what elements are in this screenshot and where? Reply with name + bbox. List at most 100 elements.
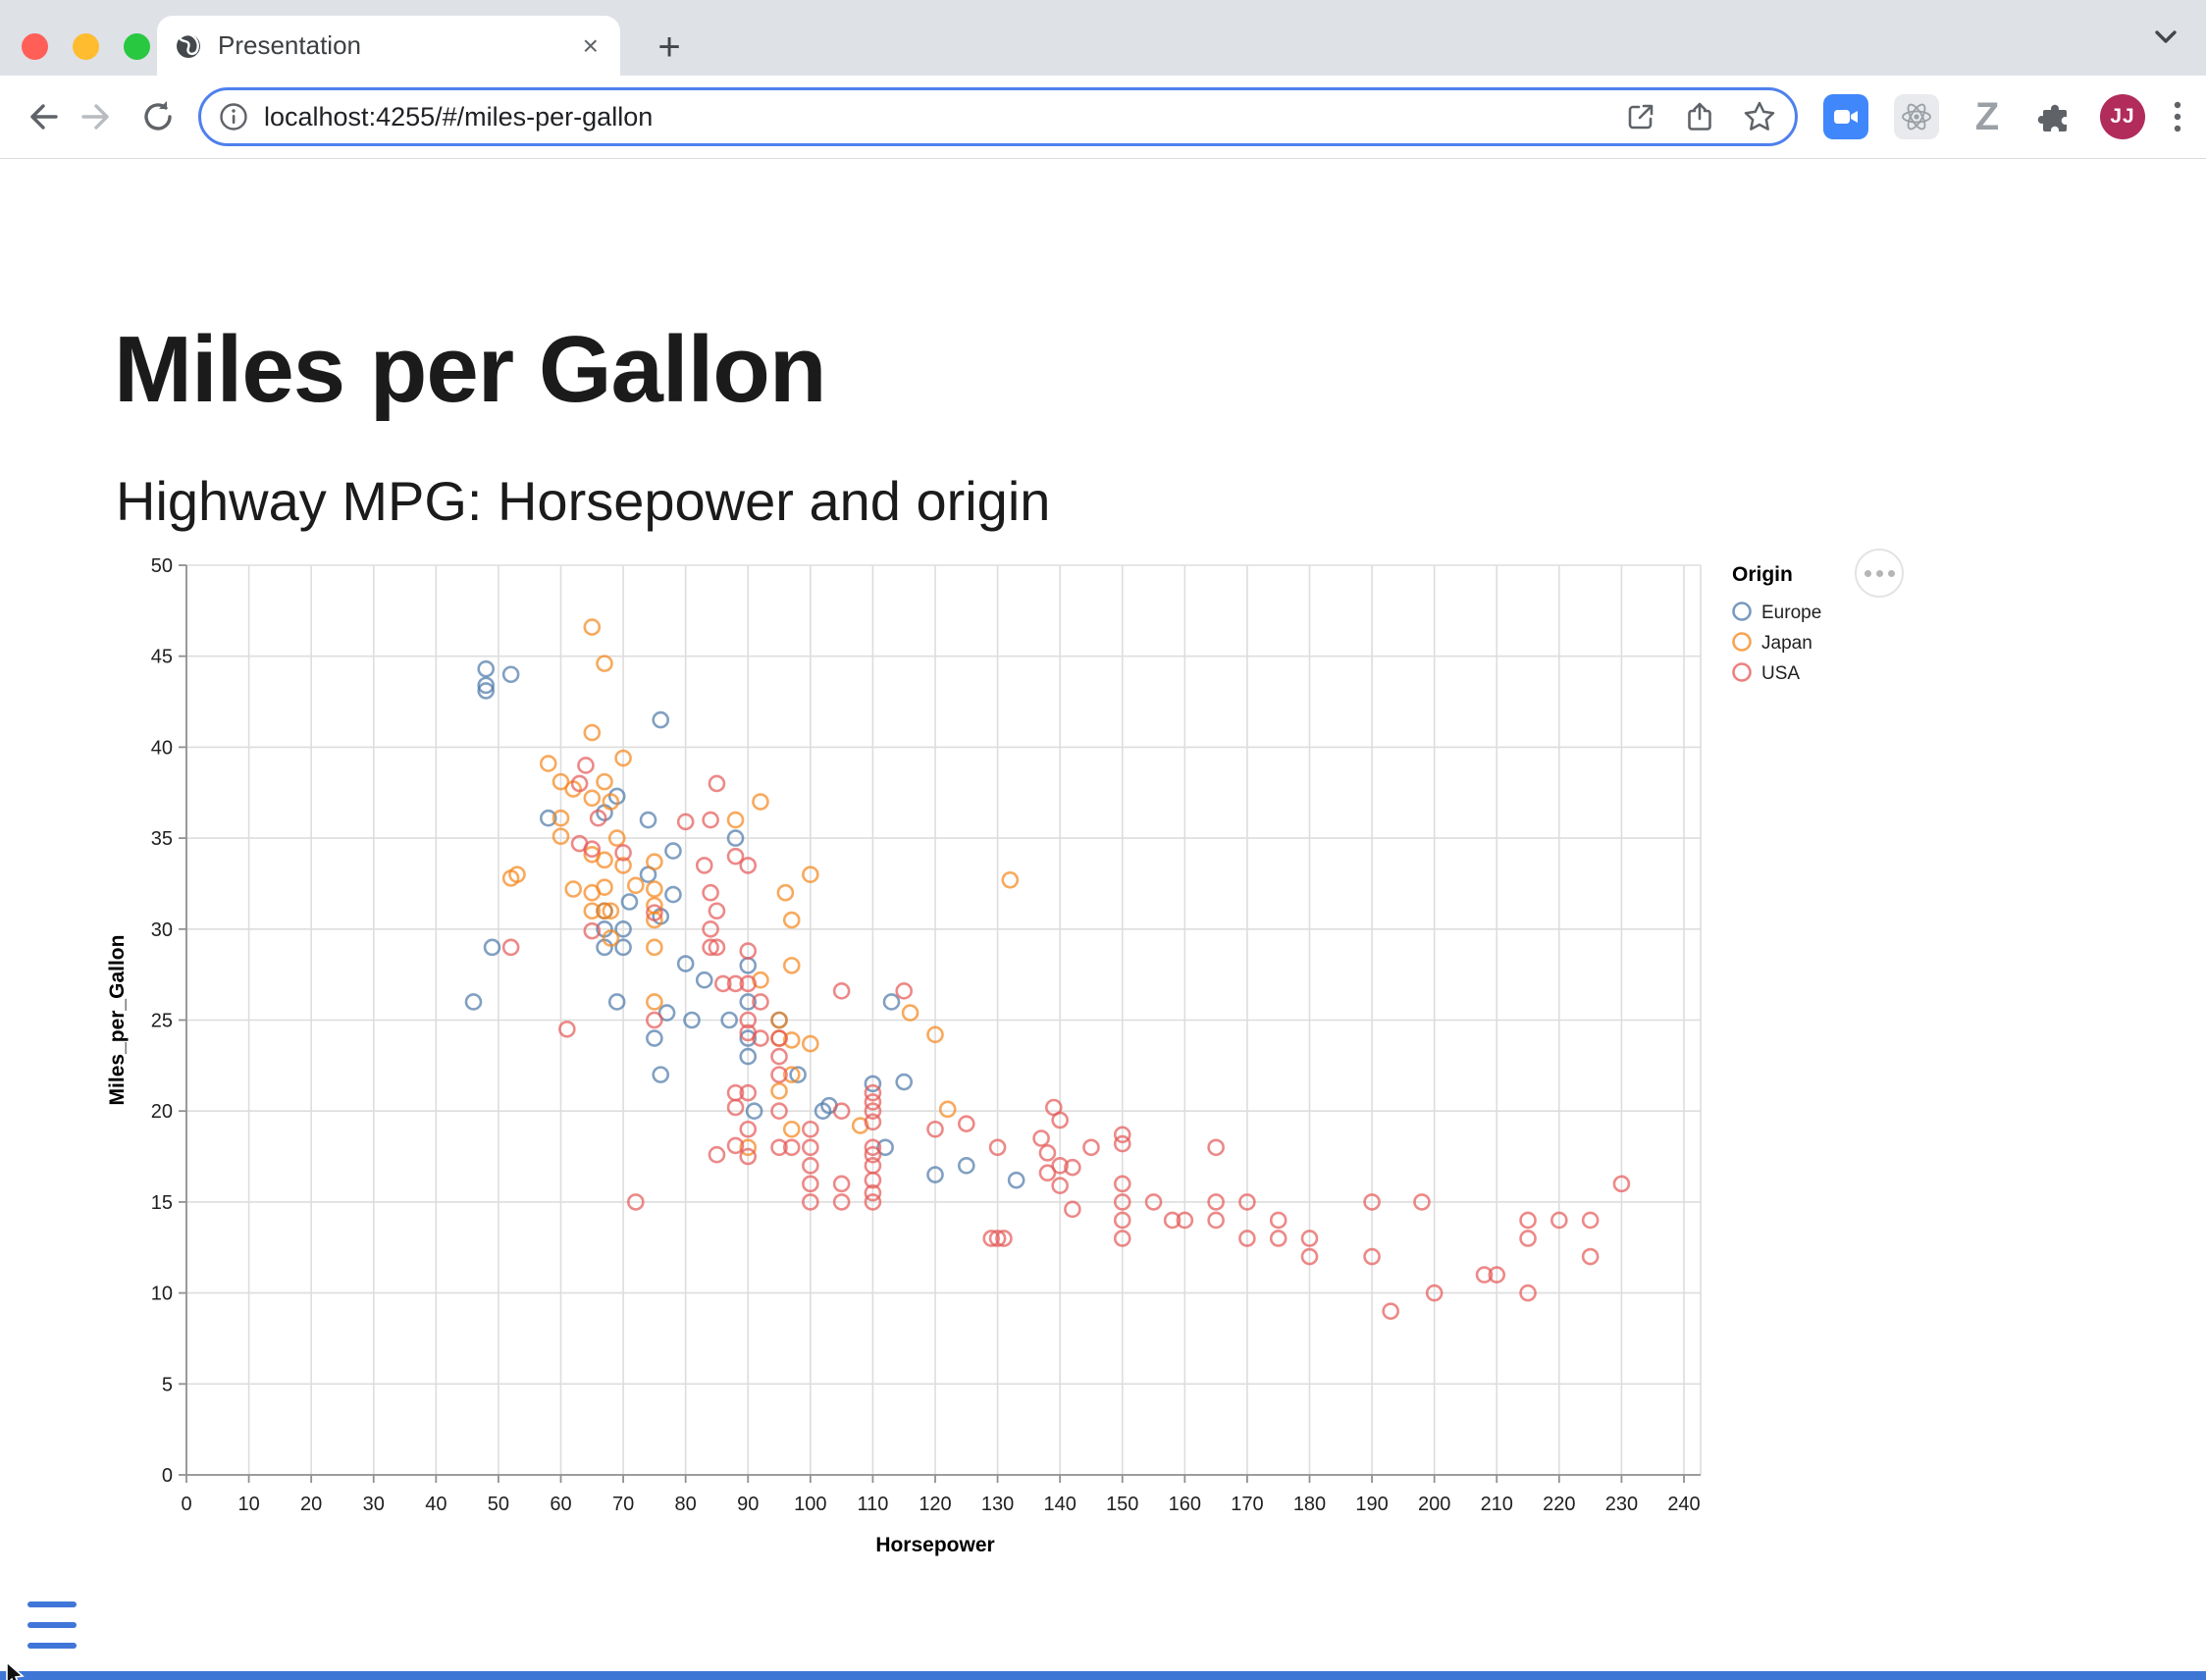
data-point-europe [739,993,758,1011]
x-tick-label: 190 [1355,1494,1388,1515]
data-point-usa [770,1066,788,1083]
data-point-europe [726,829,745,847]
data-point-europe [477,676,496,695]
share-icon[interactable] [1683,100,1716,133]
data-point-europe [1007,1171,1025,1189]
data-point-usa [1612,1175,1631,1193]
data-point-japan [614,749,632,767]
data-point-japan [552,827,570,846]
data-point-europe [646,1029,663,1047]
data-point-usa [1413,1193,1431,1211]
data-point-usa [770,1029,788,1047]
data-point-europe [882,993,901,1011]
data-point-usa [1238,1193,1256,1211]
globe-favicon-icon [177,32,200,58]
data-point-usa [957,1115,975,1132]
extensions-puzzle-icon[interactable] [2035,97,2075,136]
x-tick-label: 140 [1043,1494,1076,1515]
close-window-button[interactable] [22,33,48,60]
data-point-usa [988,1230,1007,1247]
data-point-usa [739,974,758,993]
data-point-europe [957,1157,975,1175]
data-point-usa [1082,1138,1100,1157]
z-extension-icon[interactable]: Z [1974,94,2000,138]
data-point-usa [864,1138,882,1157]
data-point-japan [726,811,745,829]
y-tick-label: 35 [151,828,173,850]
data-point-usa [1519,1284,1537,1302]
data-point-usa [832,982,851,1000]
data-point-usa [1038,1164,1057,1182]
data-point-japan [596,772,613,791]
data-point-usa [1488,1266,1506,1284]
y-tick-label: 5 [162,1374,173,1395]
data-point-usa [1519,1211,1537,1230]
data-point-japan [938,1100,957,1119]
maximize-window-button[interactable] [124,33,150,60]
x-tick-label: 200 [1418,1494,1450,1515]
data-point-europe [620,893,639,911]
profile-avatar[interactable]: JJ [2100,94,2145,139]
site-info-icon[interactable] [219,102,248,131]
zoom-extension-icon[interactable] [1823,94,1868,139]
x-axis-title: Horsepower [875,1534,994,1556]
tab-title: Presentation [218,30,361,60]
new-tab-button[interactable]: + [657,26,681,69]
scatter-chart-svg: 0 10 20 30 40 50 60 70 80 90 100 110 120 130 140 150 160… [106,555,1821,1556]
address-bar[interactable]: localhost:4255/#/miles-per-gallon [198,87,1798,146]
reload-icon[interactable] [139,98,177,135]
data-point-usa [1207,1193,1225,1211]
back-icon[interactable] [22,98,59,135]
data-point-europe [664,842,682,860]
data-point-usa [1269,1211,1287,1230]
legend-label-europe: Europe [1761,603,1821,623]
data-point-usa [864,1102,882,1121]
y-tick-label: 0 [162,1465,173,1487]
x-tick-label: 70 [612,1494,634,1515]
page-title: Miles per Gallon [114,317,827,423]
url-text[interactable]: localhost:4255/#/miles-per-gallon [264,101,654,131]
data-point-usa [702,919,719,938]
data-point-usa [1363,1247,1381,1266]
data-point-europe [614,919,632,938]
tab-search-chevron-icon[interactable] [2151,27,2180,49]
forward-icon[interactable] [80,98,118,135]
slide-menu-hamburger-icon[interactable] [27,1601,77,1649]
data-point-japan [782,957,801,974]
x-tick-label: 210 [1481,1494,1513,1515]
data-point-usa [708,902,726,920]
data-point-japan [782,911,801,929]
data-point-japan [552,809,570,827]
minimize-window-button[interactable] [73,33,99,60]
bookmark-star-icon[interactable] [1742,99,1777,134]
data-point-usa [832,1175,851,1193]
react-devtools-extension-icon[interactable] [1894,94,1939,139]
data-point-europe [477,682,496,700]
data-point-usa [1300,1230,1319,1247]
window-controls [22,33,150,60]
chart-actions-button[interactable] [1855,549,1904,598]
data-point-japan [539,755,557,772]
data-point-japan [607,829,626,847]
data-point-usa [1238,1230,1256,1247]
data-point-europe [664,885,682,904]
data-point-usa [1051,1111,1069,1129]
data-point-usa [695,857,713,874]
x-tick-label: 170 [1231,1494,1263,1515]
data-point-usa [1113,1193,1131,1211]
data-point-japan [646,896,663,915]
browser-tab[interactable]: Presentation × [157,16,620,76]
open-in-new-icon[interactable] [1624,100,1657,133]
data-point-japan [646,880,663,898]
data-point-europe [895,1073,914,1091]
browser-menu-kebab-icon[interactable] [2171,100,2184,133]
data-point-japan [739,1138,758,1157]
tab-close-icon[interactable]: × [582,29,599,61]
data-point-usa [995,1230,1013,1247]
x-tick-label: 220 [1543,1494,1575,1515]
data-point-europe [720,1011,738,1029]
presentation-progress-bar[interactable] [0,1671,2206,1680]
data-point-japan [646,938,663,957]
data-point-usa [739,1083,758,1102]
